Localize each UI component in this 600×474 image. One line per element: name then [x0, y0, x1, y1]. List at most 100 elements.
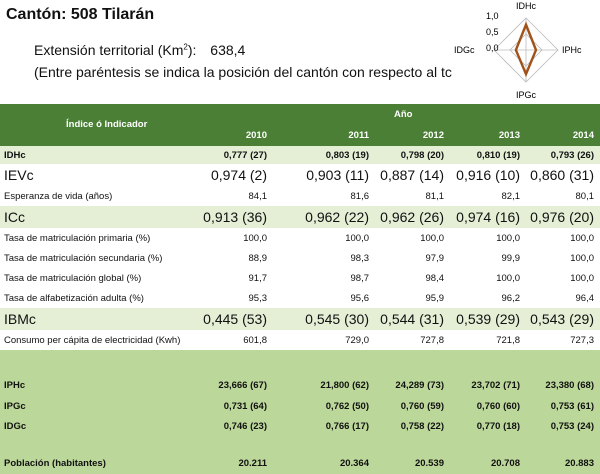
- table-row: Tasa de matriculación primaria (%) 100,0 1…: [0, 228, 600, 248]
- row-value: 98,4: [425, 273, 445, 284]
- row-value: 100,0: [570, 233, 594, 244]
- row-value: 96,4: [575, 293, 595, 304]
- radar-chart: IDHc IPHc IPGc IDGc 1,0 0,5 0,0: [452, 0, 600, 100]
- table-row: IDHc 0,777 (27) 0,803 (19) 0,798 (20) 0,810 …: [0, 146, 600, 164]
- table-row: Tasa de alfabetización adulta (%) 95,3 95,…: [0, 288, 600, 308]
- row-value: 98,3: [350, 253, 370, 264]
- table-row: Esperanza de vida (años) 84,1 81,6 81,1 82,1…: [0, 186, 600, 206]
- row-label: Esperanza de vida (años): [4, 191, 113, 202]
- row-label: IDGc: [4, 421, 27, 432]
- row-value: 601,8: [243, 335, 267, 346]
- row-value: 100,0: [570, 253, 594, 264]
- row-value: 0,758 (22): [400, 421, 444, 432]
- row-value: 0,766 (17): [325, 421, 369, 432]
- radar-axis-label-idhc: IDHc: [516, 1, 536, 11]
- header-indicator: Índice ó Indicador: [66, 119, 148, 130]
- row-label: ICc: [4, 209, 25, 225]
- row-value: 0,545 (30): [305, 311, 369, 327]
- spacer-row: [0, 350, 600, 374]
- row-value: 0,746 (23): [223, 421, 267, 432]
- row-value: 0,760 (59): [400, 401, 444, 412]
- row-value: 97,9: [425, 253, 445, 264]
- row-value: 0,974 (2): [210, 167, 267, 183]
- extension-value: 638,4: [210, 42, 246, 58]
- row-label: Tasa de matriculación secundaria (%): [4, 253, 163, 264]
- row-value: 20.211: [238, 458, 267, 469]
- row-value: 81,1: [425, 191, 445, 202]
- radar-axis-label-idgc: IDGc: [454, 45, 475, 55]
- radar-axis-label-iphc: IPHc: [562, 45, 582, 55]
- row-value: 721,8: [496, 335, 520, 346]
- row-value: 0,887 (14): [380, 167, 444, 183]
- row-value: 20.364: [339, 458, 369, 469]
- row-value: 0,760 (60): [476, 401, 520, 412]
- row-label: Tasa de matriculación primaria (%): [4, 233, 151, 244]
- row-value: 100,0: [243, 233, 267, 244]
- table-row: IDGc 0,746 (23) 0,766 (17) 0,758 (22) 0,770 …: [0, 416, 600, 436]
- row-value: 0,913 (36): [203, 209, 267, 225]
- row-label: Tasa de matriculación global (%): [4, 273, 142, 284]
- spacer-row: [0, 436, 600, 452]
- table-row: IEVc 0,974 (2) 0,903 (11) 0,887 (14) 0,916 (…: [0, 164, 600, 186]
- row-value: 729,0: [345, 335, 369, 346]
- row-value: 96,2: [501, 293, 521, 304]
- row-value: 82,1: [501, 191, 521, 202]
- row-value: 0,777 (27): [223, 150, 267, 161]
- row-value: 0,539 (29): [456, 311, 520, 327]
- row-value: 21,800 (62): [320, 380, 369, 391]
- row-label: Población (habitantes): [4, 458, 106, 469]
- row-value: 727,8: [420, 335, 444, 346]
- row-value: 20.708: [490, 458, 520, 469]
- row-value: 0,731 (64): [223, 401, 267, 412]
- page-title: Cantón: 508 Tilarán: [6, 6, 155, 23]
- radar-tick-1: 1,0: [486, 11, 499, 21]
- table-header: Índice ó Indicador Año 2010 2011 2012 20…: [0, 104, 600, 146]
- row-value: 0,762 (50): [325, 401, 369, 412]
- row-value: 0,916 (10): [456, 167, 520, 183]
- row-value: 95,9: [425, 293, 445, 304]
- header-year: 2014: [572, 130, 594, 141]
- row-value: 0,793 (26): [550, 150, 594, 161]
- row-value: 98,7: [350, 273, 370, 284]
- extension-sup: 2: [183, 42, 188, 52]
- row-value: 0,753 (61): [550, 401, 594, 412]
- row-value: 20.883: [564, 458, 594, 469]
- territorial-extension: Extensión territorial (Km2): 638,4: [34, 42, 245, 58]
- radar-series: [514, 21, 538, 78]
- row-value: 0,803 (19): [325, 150, 369, 161]
- row-value: 95,3: [248, 293, 268, 304]
- note-left: (Entre paréntesis se indica la posición …: [34, 64, 452, 80]
- row-value: 23,380 (68): [545, 380, 594, 391]
- table-row: Consumo per cápita de electricidad (Kwh)…: [0, 330, 600, 350]
- radar-series-polygon: [514, 21, 538, 78]
- row-label: IPHc: [4, 380, 26, 391]
- row-value: 81,6: [350, 191, 370, 202]
- radar-tick-0: 0,0: [486, 43, 499, 53]
- header-year: 2010: [245, 130, 267, 141]
- row-value: 0,445 (53): [203, 311, 267, 327]
- row-value: 100,0: [570, 273, 594, 284]
- table-row: IBMc 0,445 (53) 0,545 (30) 0,544 (31) 0,539 …: [0, 308, 600, 330]
- row-value: 100,0: [496, 273, 520, 284]
- row-value: 23,702 (71): [471, 380, 520, 391]
- row-value: 99,9: [501, 253, 521, 264]
- table-row: Población (habitantes) 20.211 20.364 20.539…: [0, 452, 600, 474]
- table-row: IPGc 0,731 (64) 0,762 (50) 0,760 (59) 0,760 …: [0, 396, 600, 416]
- row-label: IBMc: [4, 311, 36, 327]
- table-row: IPHc 23,666 (67) 21,800 (62) 24,289 (73) 23,…: [0, 374, 600, 396]
- row-value: 727,3: [570, 335, 594, 346]
- row-value: 0,753 (24): [550, 421, 594, 432]
- row-value: 0,974 (16): [456, 209, 520, 225]
- row-value: 84,1: [248, 191, 268, 202]
- row-value: 100,0: [420, 233, 444, 244]
- row-value: 23,666 (67): [218, 380, 267, 391]
- radar-axis-label-ipgc: IPGc: [516, 90, 537, 100]
- table-row: Tasa de matriculación secundaria (%) 88,9…: [0, 248, 600, 268]
- header-year: 2013: [498, 130, 520, 141]
- row-value: 0,903 (11): [306, 167, 369, 183]
- row-value: 0,544 (31): [380, 311, 444, 327]
- row-value: 20.539: [414, 458, 444, 469]
- row-value: 0,543 (29): [530, 311, 594, 327]
- position-note: (Entre paréntesis se indica la posición …: [34, 64, 567, 80]
- row-label: Consumo per cápita de electricidad (Kwh): [4, 335, 181, 346]
